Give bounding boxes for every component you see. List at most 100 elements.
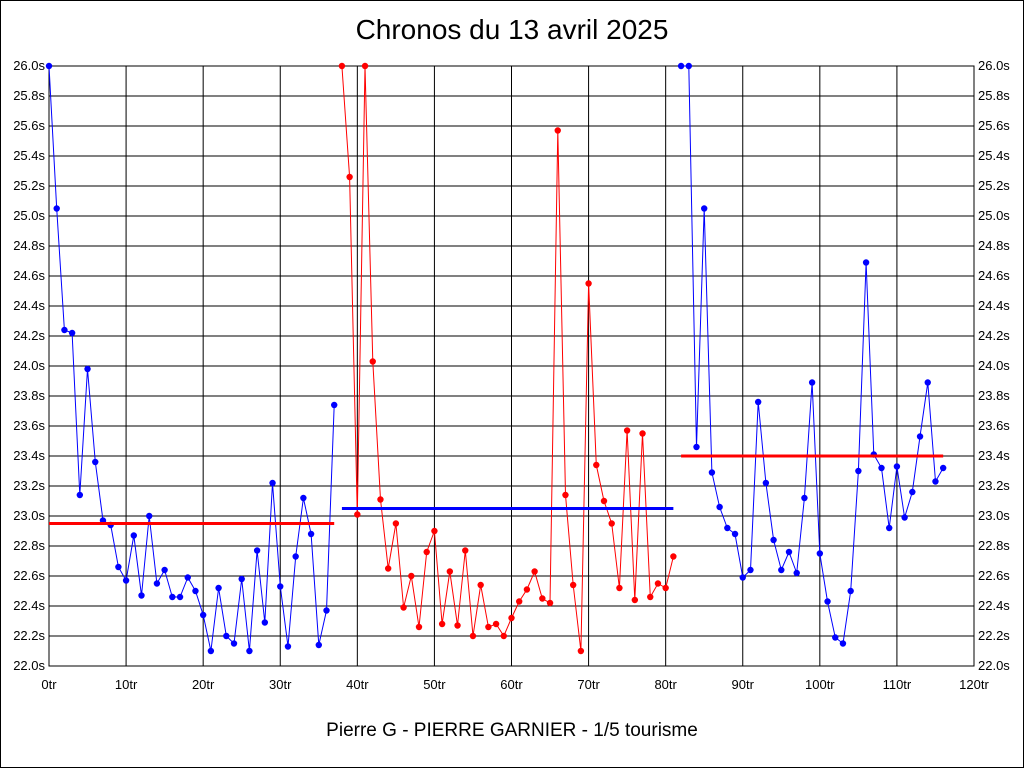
data-point: [508, 614, 515, 622]
data-point: [469, 632, 477, 640]
x-tick-label: 70tr: [577, 677, 600, 692]
y-tick-label-left: 25.0s: [13, 208, 45, 223]
data-point: [901, 514, 908, 521]
data-point: [701, 205, 708, 212]
data-point: [708, 469, 716, 476]
data-point: [939, 464, 947, 472]
data-point: [754, 398, 762, 406]
y-tick-label-right: 25.2s: [978, 178, 1010, 193]
data-point: [716, 503, 723, 511]
y-tick-label-right: 22.2s: [978, 628, 1010, 643]
data-point: [631, 596, 639, 604]
data-point: [369, 358, 376, 365]
x-tick-label: 50tr: [423, 677, 446, 692]
data-point: [523, 586, 531, 593]
data-point: [307, 530, 315, 538]
plot-area-border: [48, 65, 975, 667]
data-point: [569, 581, 577, 589]
x-tick-label: 10tr: [115, 677, 138, 692]
y-tick-label-left: 25.4s: [13, 148, 45, 163]
data-point: [415, 623, 423, 631]
series-line-3: [681, 65, 944, 645]
x-tick-label: 40tr: [346, 677, 369, 692]
y-tick-label-right: 23.0s: [978, 508, 1010, 523]
data-point: [562, 491, 569, 499]
data-point: [76, 491, 84, 499]
data-point: [223, 632, 230, 640]
y-tick-label-right: 24.8s: [978, 238, 1010, 253]
data-point: [161, 566, 168, 574]
y-tick-label-left: 22.2s: [13, 628, 45, 643]
y-tick-label-left: 22.6s: [13, 568, 45, 583]
y-tick-label-left: 22.4s: [13, 598, 45, 613]
data-point: [215, 584, 222, 592]
x-tick-label: 30tr: [269, 677, 292, 692]
y-tick-label-right: 25.6s: [978, 118, 1010, 133]
data-point: [246, 647, 253, 655]
data-point: [92, 458, 99, 466]
data-point: [84, 365, 91, 373]
data-point: [832, 634, 839, 641]
data-point: [176, 593, 184, 601]
data-point: [623, 427, 631, 434]
data-point: [893, 463, 901, 470]
chart-footer: Pierre G - PIERRE GARNIER - 1/5 tourisme: [326, 720, 698, 741]
y-tick-label-left: 26.0s: [13, 58, 45, 73]
data-point: [816, 550, 824, 557]
data-point: [647, 593, 654, 601]
data-point: [138, 592, 145, 599]
data-point: [130, 532, 137, 539]
data-point: [485, 623, 492, 631]
data-point: [277, 583, 284, 590]
data-point: [253, 547, 261, 554]
y-tick-label-right: 24.2s: [978, 328, 1010, 343]
data-point: [585, 280, 592, 287]
data-point: [546, 599, 554, 607]
data-point: [238, 575, 245, 583]
chart-title: Chronos du 13 avril 2025: [355, 14, 669, 45]
data-point: [886, 524, 893, 532]
data-point: [693, 443, 700, 451]
data-point: [315, 641, 322, 649]
data-point: [639, 430, 646, 437]
data-point: [677, 62, 685, 70]
series-line-1: [48, 65, 335, 652]
y-tick-label-right: 22.4s: [978, 598, 1010, 613]
y-tick-label-left: 23.0s: [13, 508, 45, 523]
data-point: [292, 553, 299, 560]
data-point: [824, 598, 831, 605]
data-point: [616, 584, 623, 592]
data-point: [61, 326, 68, 334]
data-point: [462, 547, 469, 554]
data-point: [53, 205, 60, 212]
y-tick-label-left: 25.2s: [13, 178, 45, 193]
data-point: [207, 647, 215, 655]
data-point: [924, 379, 931, 386]
data-point: [68, 329, 76, 337]
data-point: [477, 581, 484, 589]
y-tick-label-left: 24.8s: [13, 238, 45, 253]
data-point: [554, 127, 561, 134]
data-point: [847, 587, 854, 595]
data-point: [593, 461, 600, 469]
data-point: [331, 401, 338, 409]
y-tick-label-left: 24.2s: [13, 328, 45, 343]
data-point: [516, 598, 523, 605]
data-point: [230, 640, 238, 647]
data-point: [392, 520, 400, 527]
data-point: [323, 607, 330, 614]
data-point: [909, 488, 916, 496]
data-point: [600, 497, 608, 505]
data-point: [431, 527, 438, 535]
data-point: [793, 569, 800, 577]
data-point: [153, 580, 161, 587]
y-tick-label-left: 25.8s: [13, 88, 45, 103]
y-tick-label-right: 25.4s: [978, 148, 1010, 163]
data-point: [662, 584, 669, 592]
data-point: [354, 511, 361, 518]
series-line-2: [341, 65, 674, 652]
y-tick-label-left: 25.6s: [13, 118, 45, 133]
data-point: [361, 62, 369, 70]
data-point: [731, 530, 739, 538]
data-point: [169, 593, 176, 601]
